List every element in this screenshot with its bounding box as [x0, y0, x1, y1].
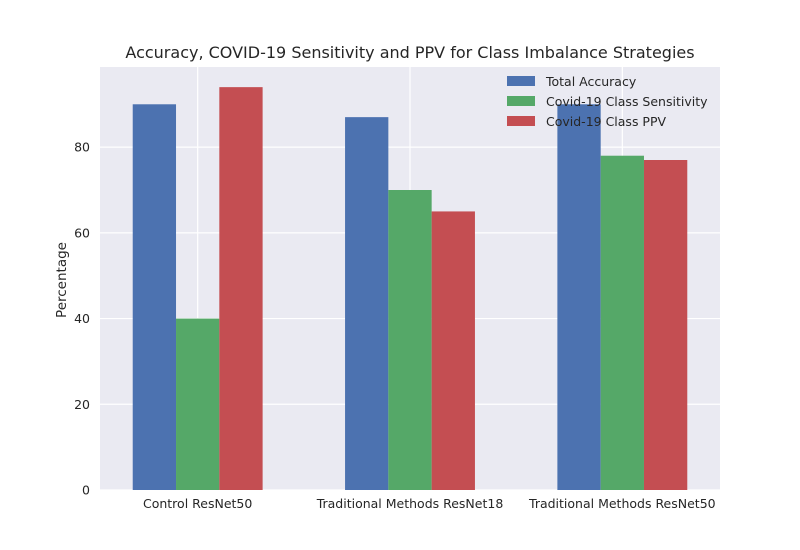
x-tick-label: Traditional Methods ResNet18: [316, 496, 504, 511]
x-tick-label: Traditional Methods ResNet50: [528, 496, 716, 511]
legend-swatch: [507, 96, 535, 106]
bar-covid-19-class-ppv-1: [431, 211, 475, 490]
legend: Total Accuracy Covid-19 Class Sensitivity…: [507, 74, 708, 129]
bar-covid-19-class-sensitivity-0: [176, 318, 220, 490]
y-tick-label: 40: [74, 311, 90, 326]
legend-swatch: [507, 76, 535, 86]
legend-label: Covid-19 Class Sensitivity: [546, 94, 708, 109]
y-tick-label: 80: [74, 140, 90, 155]
bar-total-accuracy-2: [557, 104, 601, 491]
x-tick-label: Control ResNet50: [143, 496, 252, 511]
bar-total-accuracy-0: [132, 104, 177, 491]
y-axis-ticks: 0 20 40 60 80: [74, 140, 90, 498]
y-tick-label: 20: [74, 397, 90, 412]
bar-covid-19-class-ppv-2: [643, 160, 688, 490]
bar-covid-19-class-sensitivity-2: [600, 155, 644, 490]
legend-label: Total Accuracy: [545, 74, 637, 89]
y-axis-label: Percentage: [54, 242, 70, 318]
bar-covid-19-class-ppv-0: [219, 87, 263, 491]
x-axis-ticks: Control ResNet50 Traditional Methods ResN…: [143, 496, 716, 511]
chart-title: Accuracy, COVID-19 Sensitivity and PPV f…: [125, 43, 694, 62]
bar-total-accuracy-1: [345, 117, 389, 491]
y-tick-label: 0: [82, 483, 90, 498]
bars: [132, 87, 688, 491]
bar-covid-19-class-sensitivity-1: [388, 190, 432, 490]
y-tick-label: 60: [74, 225, 90, 240]
legend-swatch: [507, 116, 535, 126]
legend-label: Covid-19 Class PPV: [546, 114, 667, 129]
